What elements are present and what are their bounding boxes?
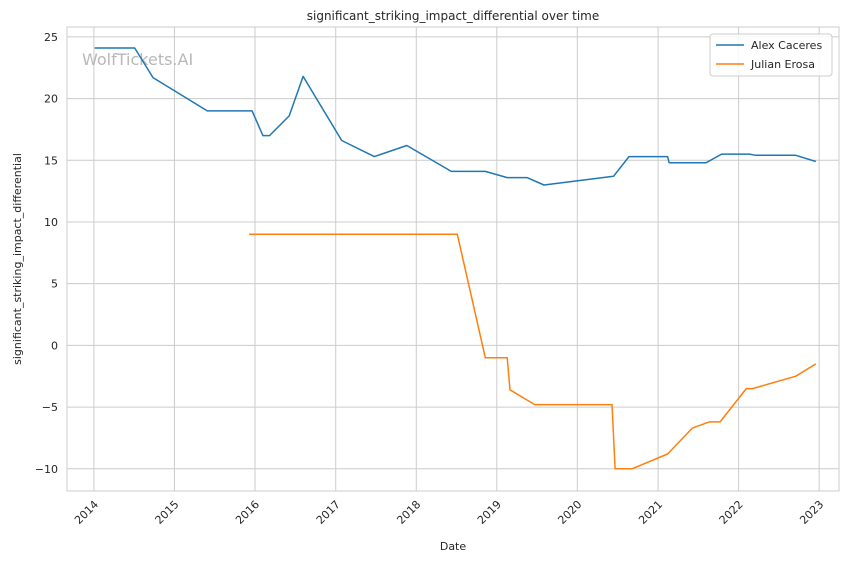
y-tick-label: −10	[35, 463, 58, 476]
watermark: WolfTickets.AI	[82, 50, 193, 69]
y-tick-label: 10	[44, 216, 58, 229]
y-tick-label: 20	[44, 93, 58, 106]
y-tick-label: 15	[44, 154, 58, 167]
series-line-julian-erosa	[249, 233, 817, 470]
chart-title: significant_striking_impact_differential…	[307, 9, 599, 23]
legend-label-alex-caceres: Alex Caceres	[751, 39, 822, 52]
y-axis-title: significant_striking_impact_differential	[11, 153, 24, 365]
series-layer	[94, 47, 817, 470]
y-tick-labels: 25 20 15 10 5 0 −5 −10	[35, 31, 58, 476]
y-tick-label: 25	[44, 31, 58, 44]
series-line-alex-caceres	[94, 47, 817, 186]
y-tick-label: 5	[51, 278, 58, 291]
y-tick-label: 0	[51, 339, 58, 352]
legend-label-julian-erosa: Julian Erosa	[750, 58, 815, 71]
x-axis-title: Date	[440, 540, 467, 553]
x-gridlines	[93, 27, 820, 491]
y-tick-label: −5	[42, 401, 58, 414]
legend: Alex Caceres Julian Erosa	[709, 33, 833, 77]
